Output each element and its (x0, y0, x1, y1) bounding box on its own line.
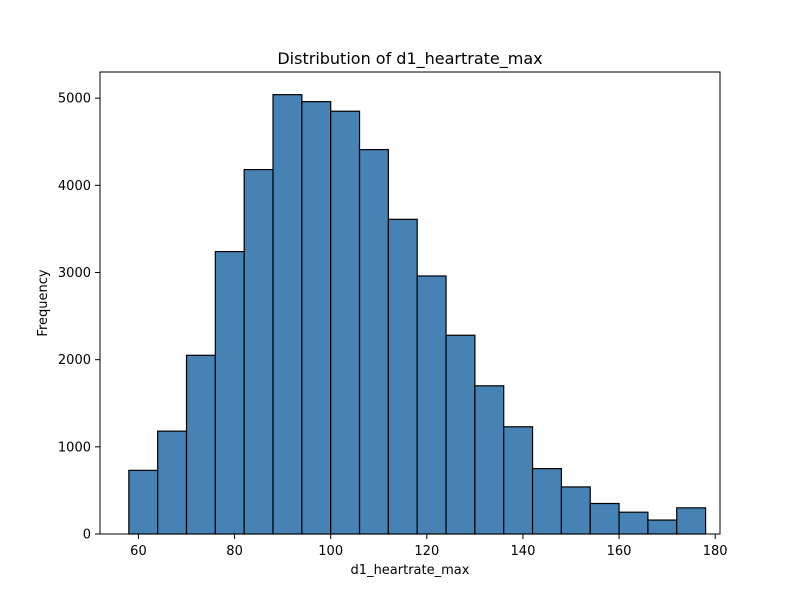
histogram-bar (243, 169, 274, 535)
histogram-bar (272, 94, 303, 535)
histogram-bar (185, 354, 216, 535)
plot-frame (99, 71, 721, 535)
histogram-bar (445, 334, 476, 535)
histogram-bar (157, 430, 188, 535)
x-tick-label: 100 (318, 544, 343, 559)
histogram-bar (214, 250, 245, 535)
histogram-bar (416, 275, 447, 535)
x-tick-label: 120 (414, 544, 439, 559)
x-tick-label: 80 (226, 544, 243, 559)
x-axis-label: d1_heartrate_max (351, 563, 470, 578)
histogram-bar (301, 101, 332, 535)
histogram-bar (330, 110, 361, 535)
y-tick-label: 0 (83, 528, 91, 543)
histogram-bar (474, 385, 505, 535)
x-tick-label: 140 (511, 544, 536, 559)
x-tick-label: 60 (130, 544, 147, 559)
bars-group (128, 94, 707, 535)
histogram-bar (676, 507, 707, 535)
x-tick-label: 160 (607, 544, 632, 559)
histogram-bar (358, 148, 389, 535)
x-tick-label: 180 (703, 544, 728, 559)
y-axis-label: Frequency (36, 269, 51, 336)
y-tick-label: 3000 (58, 266, 91, 281)
chart-title: Distribution of d1_heartrate_max (277, 49, 542, 69)
histogram-bar (128, 469, 159, 535)
histogram-bar (531, 468, 562, 535)
y-tick-label: 1000 (58, 440, 91, 455)
y-tick-label: 2000 (58, 353, 91, 368)
histogram-bar (503, 426, 534, 535)
x-axis-ticks: 60 80 100 120 140 160 180 (130, 534, 728, 559)
histogram-bar (647, 519, 678, 535)
y-tick-label: 5000 (58, 92, 91, 107)
histogram-bar (387, 218, 418, 535)
histogram-bar (618, 511, 649, 535)
y-tick-label: 4000 (58, 179, 91, 194)
y-axis-ticks: 0 1000 2000 3000 4000 5000 (58, 92, 100, 543)
histogram-bar (560, 486, 591, 535)
histogram-bar (589, 502, 620, 535)
